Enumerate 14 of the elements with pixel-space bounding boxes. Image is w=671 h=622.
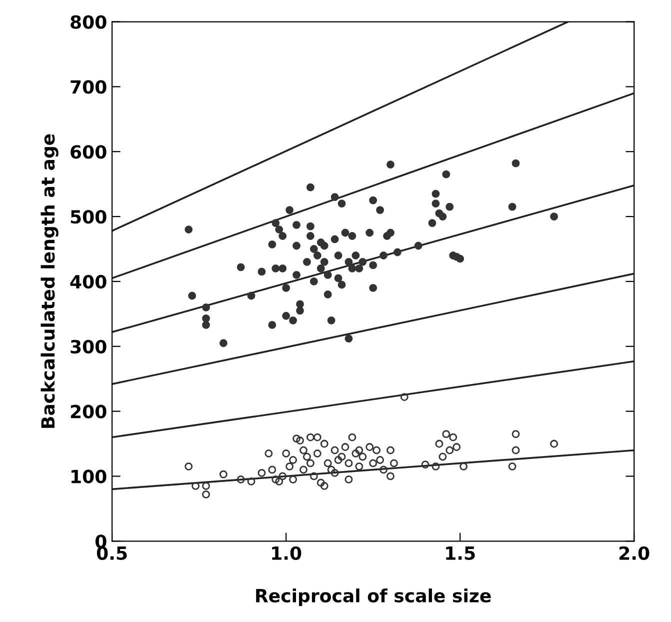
x-axis-title: Reciprocal of scale size xyxy=(256,588,491,606)
y-tick-label: 200 xyxy=(70,404,106,418)
y-tick-label: 700 xyxy=(70,80,106,94)
x-tick-label: 1.5 xyxy=(446,546,475,560)
y-tick-label: 500 xyxy=(70,210,106,224)
y-tick-label: 800 xyxy=(70,15,106,29)
y-tick-label: 300 xyxy=(70,340,106,354)
y-tick-label: 400 xyxy=(70,274,106,289)
y-tick-label: 600 xyxy=(70,145,106,159)
x-tick-label: 1.0 xyxy=(272,546,302,560)
y-tick-label: 100 xyxy=(72,470,106,484)
x-tick-label: 2.0 xyxy=(620,546,650,560)
x-tick-label: 0.5 xyxy=(96,546,127,560)
y-axis-title: Backcalculated length at age xyxy=(40,134,58,428)
